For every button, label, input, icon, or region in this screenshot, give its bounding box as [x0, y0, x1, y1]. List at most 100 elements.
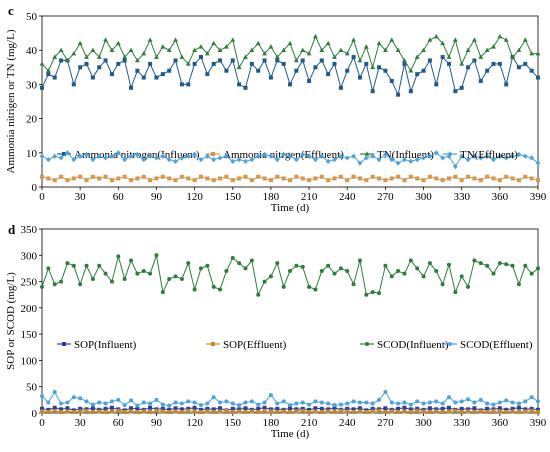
- data-point: [211, 40, 217, 46]
- data-point: [211, 409, 216, 414]
- data-point: [262, 151, 267, 158]
- data-point: [179, 54, 185, 59]
- data-point: [294, 401, 299, 406]
- data-point: [128, 153, 134, 159]
- data-point: [204, 153, 210, 159]
- data-point: [472, 409, 477, 414]
- data-point: [364, 292, 369, 297]
- data-point: [536, 75, 540, 80]
- legend-marker: [365, 342, 369, 346]
- data-point: [357, 258, 362, 263]
- data-point: [363, 155, 369, 161]
- data-point: [281, 399, 286, 404]
- data-point: [389, 400, 394, 405]
- data-point: [478, 409, 483, 414]
- data-point: [274, 54, 280, 59]
- data-point: [262, 51, 267, 56]
- data-point: [148, 401, 153, 406]
- data-point: [434, 176, 439, 181]
- data-point: [256, 292, 261, 297]
- data-point: [491, 176, 496, 181]
- data-point: [243, 409, 248, 414]
- x-tick-label: 210: [301, 417, 318, 429]
- data-point: [135, 176, 140, 181]
- data-point: [345, 68, 350, 73]
- data-point: [122, 58, 127, 63]
- data-point: [370, 409, 375, 414]
- data-point: [294, 407, 299, 412]
- data-point: [186, 408, 191, 413]
- data-point: [46, 409, 51, 414]
- series-ammonia-nitrgen-effluent: [40, 174, 540, 183]
- data-point: [516, 401, 521, 406]
- data-point: [141, 269, 146, 274]
- data-point: [326, 178, 331, 183]
- legend-entry: SOP(Influent): [57, 339, 137, 351]
- data-point: [141, 51, 147, 56]
- data-point: [275, 174, 280, 179]
- y-tick-label: 50: [26, 382, 38, 394]
- data-point: [59, 279, 64, 284]
- data-point: [192, 61, 197, 66]
- data-point: [65, 409, 70, 414]
- data-point: [370, 153, 376, 159]
- data-point: [504, 409, 509, 414]
- data-point: [109, 399, 114, 404]
- data-point: [523, 263, 528, 268]
- data-point: [536, 407, 540, 412]
- data-point: [351, 399, 356, 404]
- data-point: [377, 65, 382, 70]
- data-point: [256, 409, 261, 414]
- data-point: [198, 266, 203, 271]
- legend-entry: Ammonia nitrogen(Influent): [57, 149, 200, 161]
- data-point: [103, 401, 108, 406]
- data-point: [516, 282, 521, 287]
- data-point: [326, 401, 331, 406]
- data-point: [300, 406, 305, 411]
- data-point: [453, 174, 458, 179]
- data-point: [148, 178, 153, 183]
- data-point: [307, 407, 312, 412]
- data-point: [382, 47, 388, 52]
- data-point: [414, 54, 420, 59]
- data-point: [421, 68, 426, 73]
- data-point: [325, 40, 331, 46]
- data-point: [90, 402, 95, 407]
- data-point: [421, 409, 426, 414]
- data-point: [446, 54, 452, 59]
- data-point: [52, 408, 57, 413]
- data-point: [97, 409, 102, 414]
- data-point: [510, 153, 515, 159]
- data-point: [288, 406, 292, 411]
- data-point: [485, 409, 490, 414]
- data-point: [307, 178, 312, 183]
- data-point: [224, 269, 229, 274]
- data-point: [167, 403, 172, 408]
- series-scod-effluent: [40, 389, 540, 408]
- data-point: [446, 176, 451, 181]
- legend-label: SOP(Effluent): [223, 339, 287, 351]
- x-tick-label: 360: [492, 417, 509, 429]
- data-point: [383, 409, 388, 414]
- data-point: [510, 263, 515, 268]
- data-point: [396, 406, 401, 411]
- data-point: [332, 54, 337, 59]
- data-point: [293, 57, 299, 63]
- data-point: [452, 163, 458, 170]
- data-point: [427, 400, 432, 405]
- data-point: [154, 176, 159, 181]
- y-tick-label: 150: [21, 329, 38, 341]
- data-point: [453, 408, 458, 413]
- data-point: [217, 47, 223, 52]
- data-point: [504, 174, 509, 179]
- data-point: [135, 68, 140, 73]
- data-point: [466, 284, 471, 289]
- data-point: [52, 389, 57, 394]
- data-point: [160, 44, 166, 49]
- data-point: [415, 408, 420, 413]
- data-point: [281, 176, 286, 181]
- data-point: [446, 395, 451, 400]
- data-point: [440, 55, 445, 60]
- data-point: [90, 75, 95, 80]
- data-point: [523, 399, 528, 404]
